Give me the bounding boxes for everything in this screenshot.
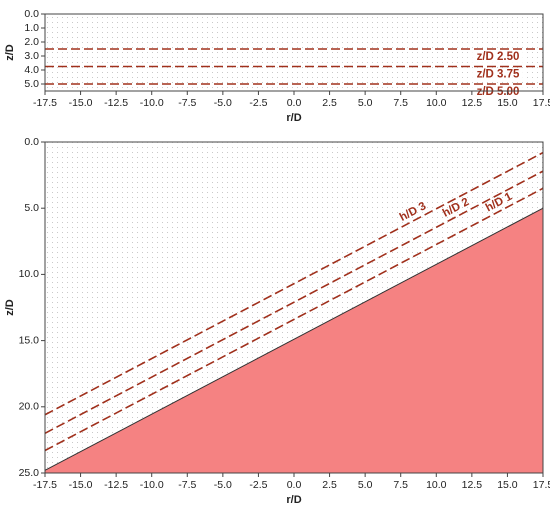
x-tick-label: 17.5 bbox=[533, 97, 550, 109]
x-tick-label: 2.5 bbox=[322, 479, 337, 491]
x-tick-label: 0.0 bbox=[287, 479, 302, 491]
line-label: z/D 2.50 bbox=[477, 51, 520, 63]
x-axis-title: r/D bbox=[286, 112, 301, 124]
reference-line bbox=[44, 187, 544, 452]
x-tick-label: 17.5 bbox=[533, 479, 550, 491]
x-tick-label: 5.0 bbox=[358, 97, 373, 109]
x-tick-label: -10.0 bbox=[140, 479, 164, 491]
x-tick-label: -12.5 bbox=[104, 479, 128, 491]
y-axis-title: z/D bbox=[4, 299, 16, 316]
y-tick-label: 0.0 bbox=[24, 136, 39, 148]
y-tick-label: 0.0 bbox=[24, 8, 39, 20]
y-tick-label: 3.0 bbox=[24, 50, 39, 62]
x-tick-label: 12.5 bbox=[462, 479, 483, 491]
reference-line bbox=[44, 151, 544, 416]
label-bg bbox=[471, 68, 525, 81]
x-tick-label: -10.0 bbox=[140, 97, 164, 109]
y-tick-label: 2.0 bbox=[24, 36, 39, 48]
line-label: z/D 3.75 bbox=[477, 69, 520, 81]
y-tick-label: 25.0 bbox=[19, 467, 40, 479]
x-tick-label: -5.0 bbox=[214, 479, 232, 491]
x-tick-label: 2.5 bbox=[322, 97, 337, 109]
reference-line bbox=[44, 170, 544, 434]
x-tick-label: -2.5 bbox=[249, 479, 267, 491]
x-tick-label: 15.0 bbox=[497, 479, 518, 491]
y-tick-label: 20.0 bbox=[19, 401, 40, 413]
x-tick-label: -2.5 bbox=[249, 97, 267, 109]
x-tick-label: -7.5 bbox=[178, 97, 196, 109]
y-tick-label: 4.0 bbox=[24, 64, 39, 76]
x-tick-label: 12.5 bbox=[462, 97, 483, 109]
x-tick-label: -17.5 bbox=[33, 479, 57, 491]
x-tick-label: -5.0 bbox=[214, 97, 232, 109]
x-tick-label: 7.5 bbox=[393, 479, 408, 491]
x-tick-label: 0.0 bbox=[287, 97, 302, 109]
x-tick-label: -15.0 bbox=[69, 479, 93, 491]
y-tick-label: 15.0 bbox=[19, 334, 40, 346]
x-tick-label: -7.5 bbox=[178, 479, 196, 491]
x-tick-label: -15.0 bbox=[69, 97, 93, 109]
label-bg bbox=[471, 51, 525, 63]
vector-field-background bbox=[45, 14, 543, 91]
x-tick-label: 7.5 bbox=[393, 97, 408, 109]
y-tick-label: 5.0 bbox=[24, 78, 39, 90]
y-tick-label: 10.0 bbox=[19, 268, 40, 280]
label-bg bbox=[471, 86, 525, 98]
x-tick-label: 5.0 bbox=[358, 479, 373, 491]
line-label: z/D 5.00 bbox=[477, 86, 520, 98]
x-tick-label: 10.0 bbox=[426, 97, 447, 109]
x-tick-label: 10.0 bbox=[426, 479, 447, 491]
x-axis-title: r/D bbox=[286, 494, 301, 506]
x-tick-label: -12.5 bbox=[104, 97, 128, 109]
y-axis-title: z/D bbox=[4, 44, 16, 61]
y-tick-label: 5.0 bbox=[24, 202, 39, 214]
y-tick-label: 1.0 bbox=[24, 22, 39, 34]
x-tick-label: -17.5 bbox=[33, 97, 57, 109]
x-tick-label: 15.0 bbox=[497, 97, 518, 109]
